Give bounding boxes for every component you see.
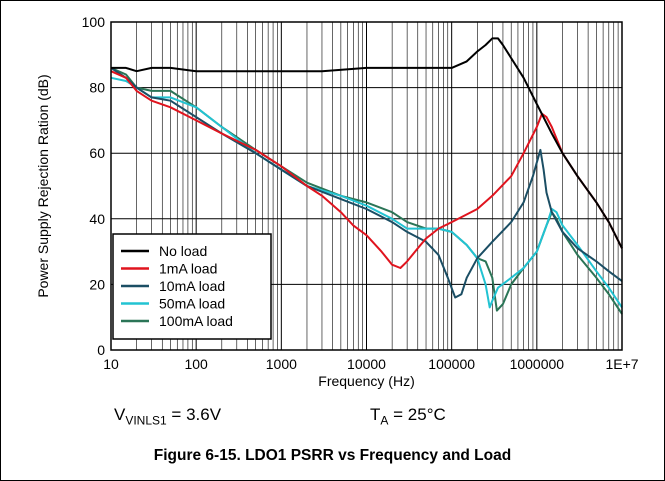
y-tick-label: 0 [97, 342, 105, 358]
y-tick-labels: 0 20 40 60 80 100 [82, 14, 106, 358]
series-line-1ma-load [110, 70, 623, 269]
x-axis-label: Frequency (Hz) [318, 373, 414, 389]
x-tick-label: 1E+7 [605, 356, 638, 372]
legend-label: 1mA load [159, 261, 217, 277]
x-tick-label: 100 [184, 356, 208, 372]
legend-label: 100mA load [159, 313, 233, 329]
x-tick-label: 1000 [266, 356, 297, 372]
y-tick-label: 60 [89, 145, 105, 161]
y-tick-label: 80 [89, 80, 105, 96]
legend-label: 10mA load [159, 278, 225, 294]
x-tick-label: 10 [103, 356, 119, 372]
x-tick-labels: 10 100 1000 10000 100000 1000000 1E+7 [103, 356, 639, 372]
series-line-10ma-load [110, 67, 623, 299]
x-tick-label: 1000000 [510, 356, 565, 372]
series-line-50ma-load [110, 76, 623, 309]
y-tick-label: 100 [82, 14, 106, 30]
voltage-condition: VVINLS1 = 3.6V [114, 405, 222, 428]
series-layer [110, 37, 623, 315]
plot-border [110, 21, 623, 351]
series-line-no-load [111, 37, 623, 249]
temperature-condition: TA = 25°C [370, 405, 446, 428]
x-tick-label: 10000 [347, 356, 386, 372]
legend-label: No load [159, 243, 207, 259]
x-tick-label: 100000 [428, 356, 475, 372]
figure-caption: Figure 6-15. LDO1 PSRR vs Frequency and … [153, 447, 512, 464]
y-tick-label: 40 [89, 211, 105, 227]
y-axis-label: Power Supply Rejection Ration (dB) [35, 74, 51, 297]
legend-label: 50mA load [159, 296, 225, 312]
y-tick-label: 20 [89, 276, 105, 292]
